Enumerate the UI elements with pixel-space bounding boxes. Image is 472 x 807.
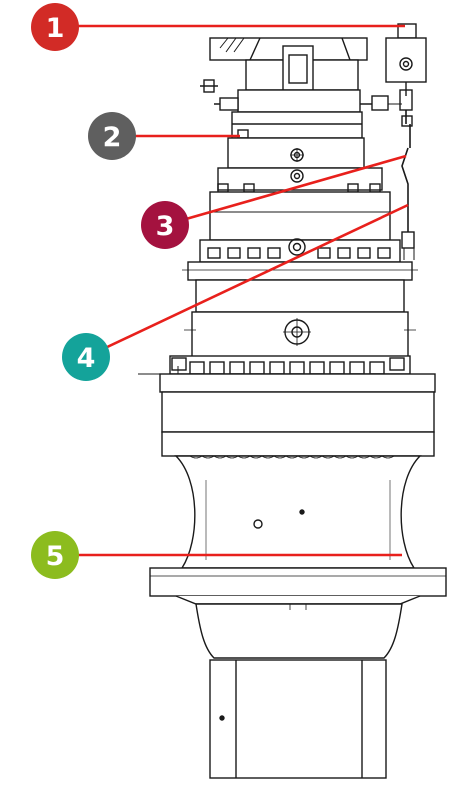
callout-5-number: 5 — [46, 541, 65, 572]
left-fitting — [200, 79, 218, 93]
callout-1-number: 1 — [46, 13, 65, 44]
callout-1-badge: 1 — [31, 3, 79, 51]
callout-5-circle — [31, 531, 79, 579]
lower-bolt-flange — [138, 355, 436, 457]
callout-1-circle — [31, 3, 79, 51]
callout-5-badge: 5 — [31, 531, 79, 579]
callout-4-number: 4 — [77, 343, 96, 374]
middle-bolt-ring — [199, 238, 401, 263]
callout-4-circle — [62, 333, 110, 381]
callout-2-circle — [88, 112, 136, 160]
adapter-ring — [231, 111, 363, 139]
bottom-mounting-flange — [149, 567, 447, 659]
callout-2-badge: 2 — [88, 112, 136, 160]
top-flange-block — [209, 37, 389, 113]
main-housing — [184, 279, 416, 365]
callout-3-badge: 3 — [141, 201, 189, 249]
waisted-body — [174, 455, 422, 569]
callout-lines — [55, 24, 409, 557]
callout-2-number: 2 — [103, 122, 122, 153]
callout-3-leader — [164, 154, 407, 227]
callout-3-circle — [141, 201, 189, 249]
output-shaft — [209, 659, 387, 779]
callout-3-number: 3 — [156, 211, 175, 242]
oil-reservoir — [385, 23, 427, 260]
large-collar — [182, 261, 418, 281]
callout-4-badge: 4 — [62, 333, 110, 381]
upper-housing — [209, 137, 391, 241]
gearbox-drawing — [138, 23, 447, 779]
callout-4-leader — [85, 203, 409, 359]
